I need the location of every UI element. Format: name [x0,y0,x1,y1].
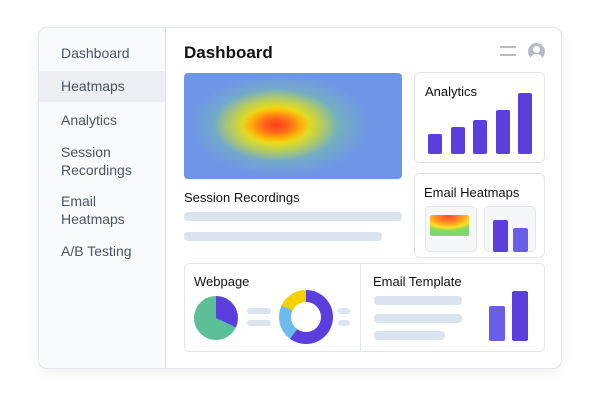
webpage-title: Webpage [194,274,250,289]
sidebar-item-email-heatmaps[interactable]: Email Heatmaps [61,193,125,227]
sidebar-item-analytics[interactable]: Analytics [61,112,118,128]
page-title: Dashboard [184,43,273,62]
template-bar [489,306,505,341]
sidebar-item-dashboard[interactable]: Dashboard [61,45,130,61]
email-heatmaps-card[interactable]: Email Heatmaps [414,173,545,258]
hamburger-icon[interactable] [500,46,516,56]
heatmap-preview[interactable] [184,73,402,179]
bottom-card: Webpage Email Template [184,263,545,352]
email-bars-thumbnail [484,206,536,252]
analytics-bar [495,110,510,154]
user-avatar-icon[interactable] [528,43,545,60]
analytics-bar [518,93,532,154]
email-template-title: Email Template [373,274,462,289]
donut-chart [279,290,333,344]
analytics-bar [450,127,465,154]
pie-chart [194,296,238,340]
placeholder-line [184,212,402,221]
template-bar [512,291,528,341]
sidebar-item-session-recordings[interactable]: Session Recordings [61,144,132,178]
analytics-title: Analytics [425,84,478,99]
email-heatmap-thumbnail [425,206,477,252]
placeholder-line [184,232,382,241]
sidebar: Dashboard Heatmaps Analytics Session Rec… [39,28,166,368]
analytics-card[interactable]: Analytics [414,72,545,163]
session-recordings-title: Session Recordings [184,190,300,205]
email-heatmaps-title: Email Heatmaps [424,185,520,200]
sidebar-item-ab-testing[interactable]: A/B Testing [61,243,132,259]
app-window: Dashboard Heatmaps Analytics Session Rec… [38,27,562,369]
sidebar-item-heatmaps[interactable]: Heatmaps [39,71,165,102]
analytics-bar [473,120,487,154]
analytics-bar [428,134,442,154]
